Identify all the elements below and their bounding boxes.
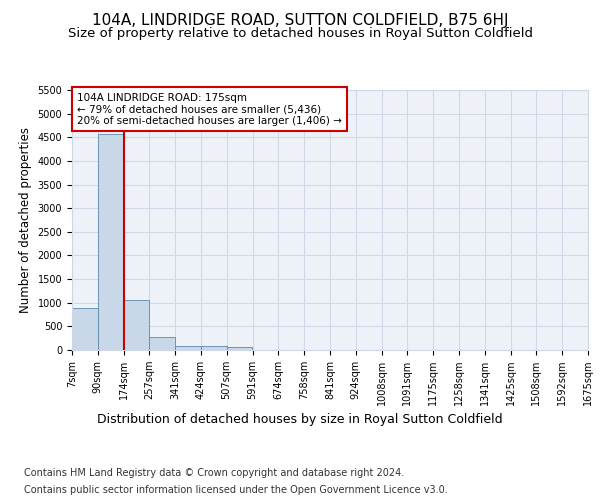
Bar — [72, 308, 98, 350]
Bar — [98, 134, 124, 350]
Bar — [124, 300, 149, 350]
Text: 104A, LINDRIDGE ROAD, SUTTON COLDFIELD, B75 6HJ: 104A, LINDRIDGE ROAD, SUTTON COLDFIELD, … — [92, 12, 508, 28]
Bar — [149, 337, 175, 350]
Text: Distribution of detached houses by size in Royal Sutton Coldfield: Distribution of detached houses by size … — [97, 412, 503, 426]
Text: Size of property relative to detached houses in Royal Sutton Coldfield: Size of property relative to detached ho… — [67, 28, 533, 40]
Text: Contains public sector information licensed under the Open Government Licence v3: Contains public sector information licen… — [24, 485, 448, 495]
Text: Contains HM Land Registry data © Crown copyright and database right 2024.: Contains HM Land Registry data © Crown c… — [24, 468, 404, 477]
Bar — [175, 346, 201, 350]
Bar — [227, 348, 253, 350]
Y-axis label: Number of detached properties: Number of detached properties — [19, 127, 32, 313]
Bar — [201, 346, 227, 350]
Text: 104A LINDRIDGE ROAD: 175sqm
← 79% of detached houses are smaller (5,436)
20% of : 104A LINDRIDGE ROAD: 175sqm ← 79% of det… — [77, 92, 342, 126]
